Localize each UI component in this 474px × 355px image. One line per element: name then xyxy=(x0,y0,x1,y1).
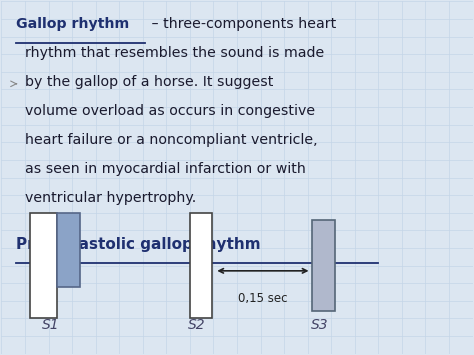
Bar xyxy=(57,213,80,287)
Text: Protodiastolic gallop rhythm: Protodiastolic gallop rhythm xyxy=(16,237,260,252)
Text: – three-components heart: – three-components heart xyxy=(147,17,337,31)
Text: Gallop rhythm: Gallop rhythm xyxy=(16,17,129,31)
Text: heart failure or a noncompliant ventricle,: heart failure or a noncompliant ventricl… xyxy=(25,133,318,147)
Bar xyxy=(190,213,212,318)
Text: as seen in myocardial infarction or with: as seen in myocardial infarction or with xyxy=(25,162,306,176)
Text: 0,15 sec: 0,15 sec xyxy=(238,292,288,305)
Text: by the gallop of a horse. It suggest: by the gallop of a horse. It suggest xyxy=(25,75,273,89)
Text: S1: S1 xyxy=(42,318,60,333)
Bar xyxy=(30,213,57,318)
Text: volume overload as occurs in congestive: volume overload as occurs in congestive xyxy=(25,104,315,118)
Bar xyxy=(312,220,335,311)
Text: S3: S3 xyxy=(310,318,328,333)
Text: S2: S2 xyxy=(188,318,206,333)
Text: ventricular hypertrophy.: ventricular hypertrophy. xyxy=(25,191,196,204)
Text: rhythm that resembles the sound is made: rhythm that resembles the sound is made xyxy=(25,46,324,60)
